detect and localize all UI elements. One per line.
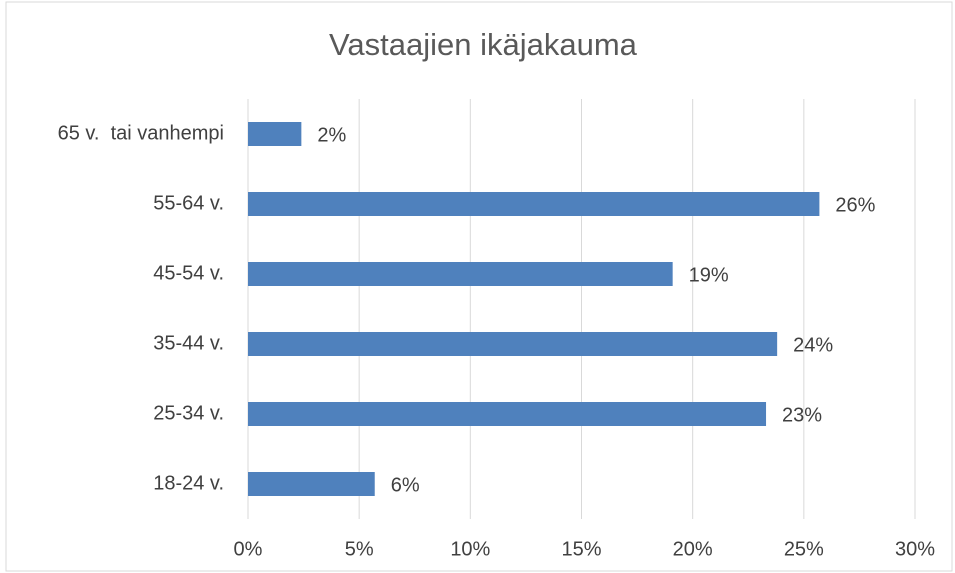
x-tick-label: 10% <box>450 538 490 560</box>
x-tick-label: 25% <box>784 538 824 560</box>
x-tick-label: 30% <box>895 538 935 560</box>
y-tick-label: 25-34 v. <box>153 402 224 424</box>
data-label: 6% <box>391 474 420 496</box>
bar <box>248 332 778 356</box>
x-tick-label: 20% <box>673 538 713 560</box>
data-label: 24% <box>793 334 833 356</box>
data-label: 2% <box>317 124 346 146</box>
bar <box>248 472 375 496</box>
y-tick-label: 35-44 v. <box>153 332 224 354</box>
data-label: 19% <box>689 264 729 286</box>
bar <box>248 262 673 286</box>
bar <box>248 402 767 426</box>
bar <box>248 122 302 146</box>
data-label: 23% <box>782 404 822 426</box>
chart-title: Vastaajien ikäjakauma <box>329 27 638 62</box>
chart-border <box>5 1 953 572</box>
x-tick-label: 0% <box>234 538 263 560</box>
y-tick-label: 65 v. tai vanhempi <box>58 122 224 144</box>
y-tick-label: 45-54 v. <box>153 262 224 284</box>
x-tick-label: 15% <box>561 538 601 560</box>
x-tick-label: 5% <box>345 538 374 560</box>
data-label: 26% <box>835 194 875 216</box>
y-tick-label: 55-64 v. <box>153 192 224 214</box>
bar <box>248 192 820 216</box>
y-tick-label: 18-24 v. <box>153 472 224 494</box>
